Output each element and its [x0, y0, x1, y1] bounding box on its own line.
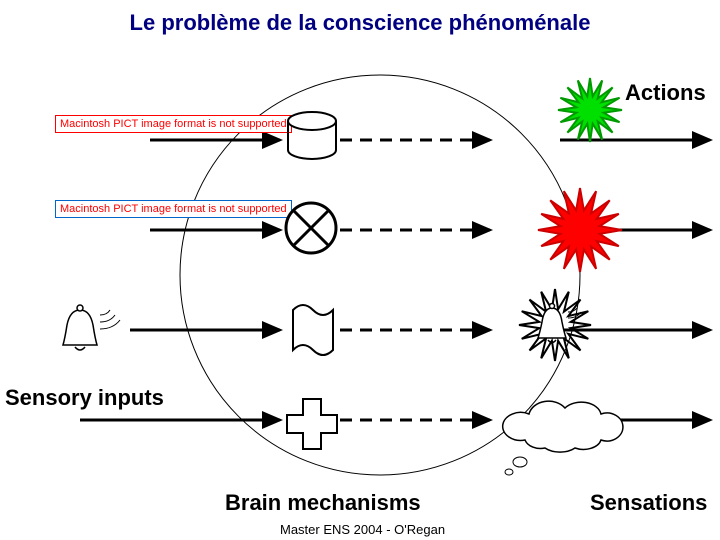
sensations-label: Sensations: [590, 490, 707, 516]
diagram-canvas: [0, 0, 720, 540]
brain-wave-icon: [288, 300, 336, 360]
sensory-inputs-label: Sensory inputs: [5, 385, 164, 411]
pict-error-2: Macintosh PICT image format is not suppo…: [55, 200, 292, 218]
brain-cross-icon: [283, 395, 341, 453]
bell-icon: [530, 300, 590, 355]
pict-error-text: Macintosh PICT image format is not suppo…: [60, 118, 287, 130]
brain-xcircle-icon: [283, 200, 339, 256]
actions-label: Actions: [625, 80, 706, 106]
pict-error-text: Macintosh PICT image format is not suppo…: [60, 203, 287, 215]
pict-error-1: Macintosh PICT image format is not suppo…: [55, 115, 292, 133]
brain-cylinder-icon: [285, 110, 340, 165]
footer-text: Master ENS 2004 - O'Regan: [280, 522, 445, 537]
bell-icon: [55, 300, 125, 365]
brain-mechanisms-label: Brain mechanisms: [225, 490, 421, 516]
